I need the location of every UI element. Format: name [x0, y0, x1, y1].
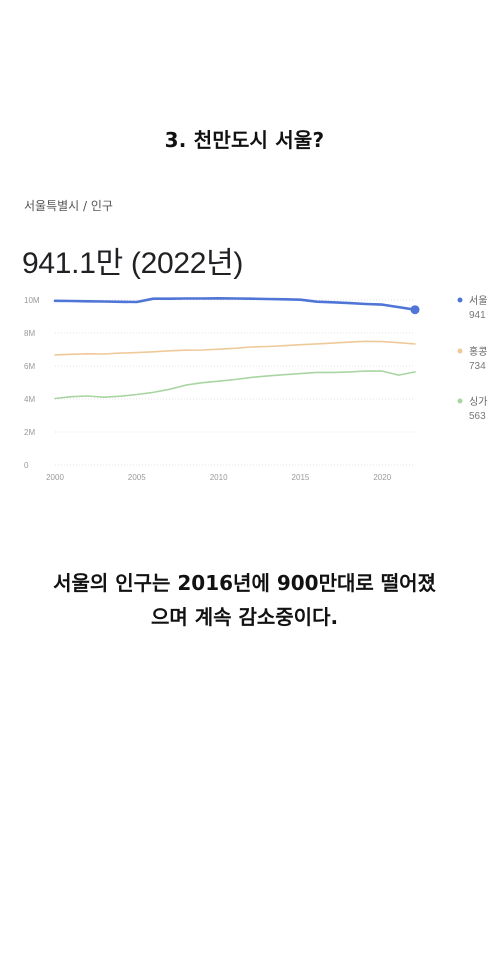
- x-axis-ticks: 2000 2005 2010 2015 2020: [46, 473, 392, 482]
- legend-series-value: 941: [469, 310, 486, 321]
- breadcrumb[interactable]: 서울특별시 / 인구: [24, 199, 113, 213]
- series-line-2[interactable]: [54, 340, 416, 356]
- x-tick-label: 2010: [210, 473, 228, 482]
- series-endpoint-marker[interactable]: [410, 305, 420, 315]
- population-line-chart[interactable]: 0 2M 4M 6M 8M 10M 2000 2005 2010 2015 2020 서울 941 홍…: [0, 286, 489, 486]
- legend-marker: [457, 348, 463, 354]
- headline-population-value: 941.1만 (2022년): [22, 247, 244, 280]
- y-tick-label: 6M: [24, 362, 35, 371]
- x-tick-label: 2015: [292, 473, 310, 482]
- y-tick-label: 8M: [24, 329, 35, 338]
- y-tick-label: 4M: [24, 395, 35, 404]
- legend-series-name[interactable]: 서울: [469, 295, 487, 307]
- x-tick-label: 2000: [46, 473, 64, 482]
- legend-series-name[interactable]: 싱가: [469, 396, 487, 408]
- series-line-1[interactable]: [53, 297, 417, 312]
- x-tick-label: 2005: [128, 473, 146, 482]
- x-tick-label: 2020: [373, 473, 391, 482]
- legend-series-value: 563: [469, 411, 486, 422]
- legend-marker: [457, 297, 463, 303]
- legend-series-value: 734: [469, 361, 486, 372]
- y-axis-ticks: 0 2M 4M 6M 8M 10M: [24, 296, 40, 470]
- caption-text: 서울의 인구는 2016년에 900만대로 떨어졌 으며 계속 감소중이다.: [0, 566, 489, 634]
- chart-gridlines: [55, 299, 415, 466]
- legend-marker: [457, 398, 463, 404]
- chart-legend[interactable]: 서울 941 홍콩 734 싱가 563: [457, 295, 488, 422]
- chart-series[interactable]: [53, 297, 420, 400]
- page-heading: 3. 천만도시 서울?: [164, 128, 325, 152]
- y-tick-label: 10M: [24, 296, 40, 305]
- series-line-3[interactable]: [54, 370, 416, 400]
- y-tick-label: 0: [24, 461, 29, 470]
- y-tick-label: 2M: [24, 428, 35, 437]
- caption-line-1: 서울의 인구는 2016년에 900만대로 떨어졌: [53, 571, 436, 595]
- caption-line-2: 으며 계속 감소중이다.: [150, 605, 339, 629]
- legend-series-name[interactable]: 홍콩: [469, 345, 487, 358]
